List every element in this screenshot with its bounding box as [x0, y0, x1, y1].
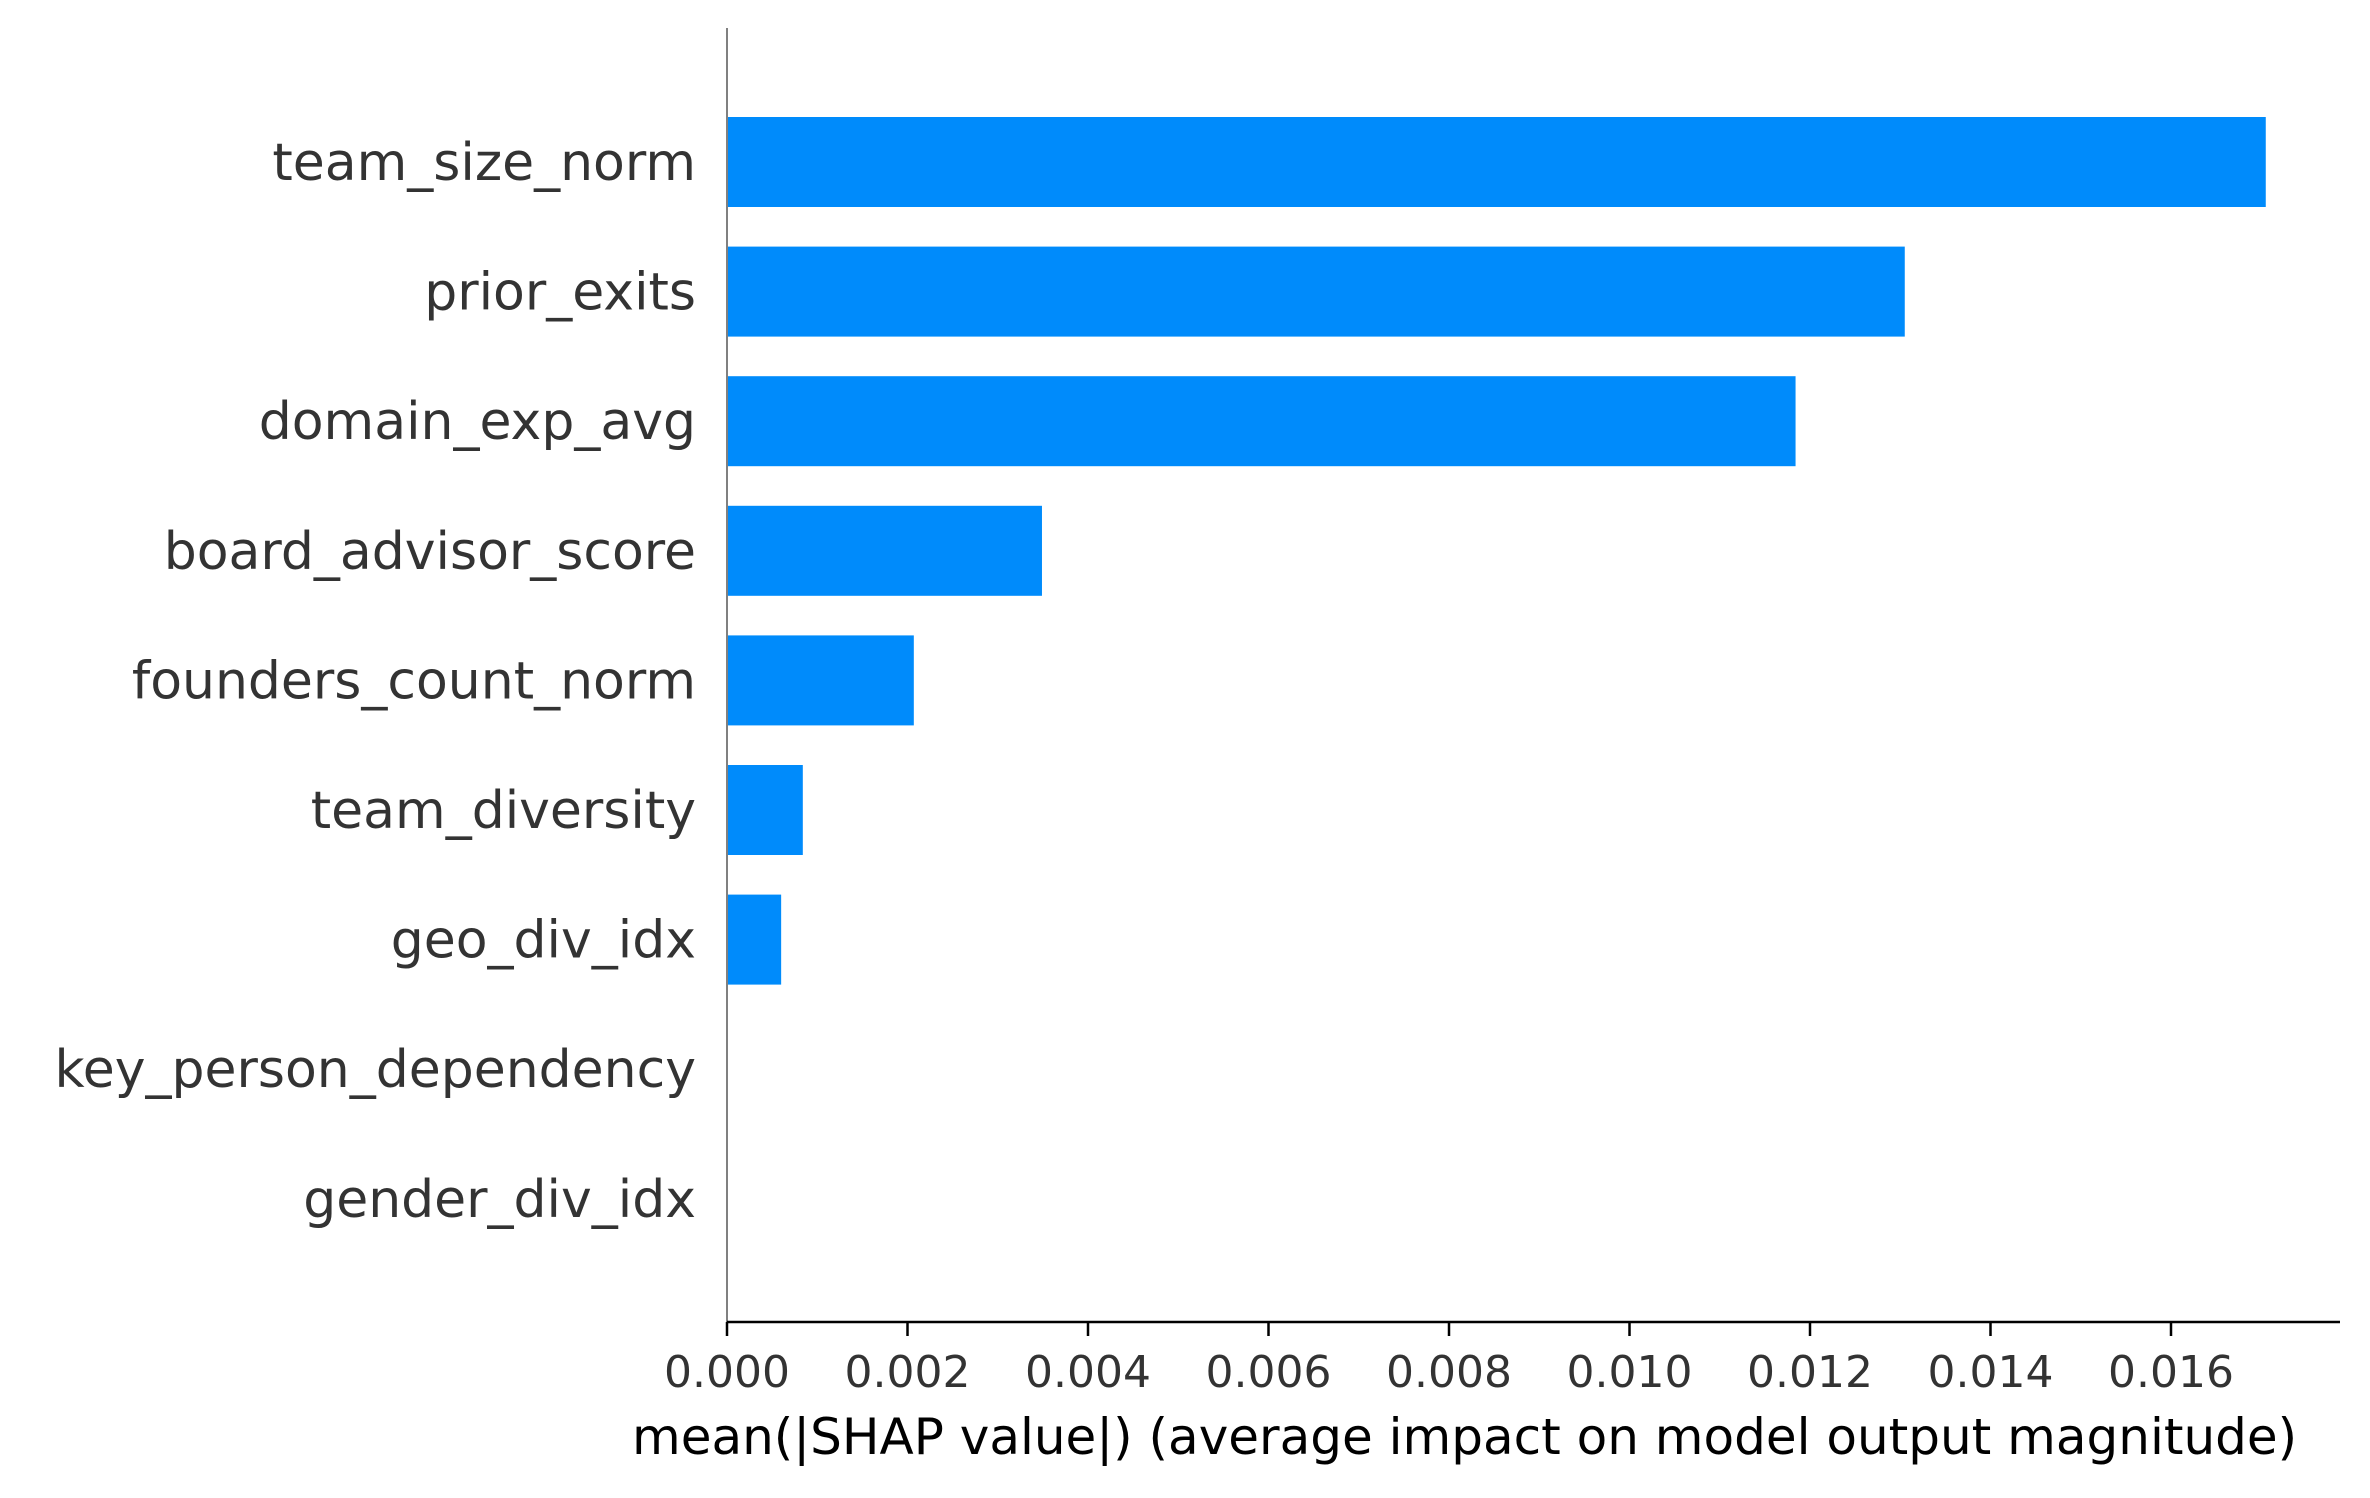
bar-team_diversity [727, 765, 803, 855]
x-tick-label: 0.010 [1567, 1347, 1693, 1398]
category-label-founders_count_norm: founders_count_norm [132, 651, 696, 711]
bar-team_size_norm [727, 117, 2266, 207]
category-label-prior_exits: prior_exits [424, 263, 696, 323]
x-tick-label: 0.002 [845, 1347, 971, 1398]
category-labels: team_size_norm prior_exits domain_exp_avgb… [54, 133, 696, 1230]
x-tick-label: 0.016 [2108, 1347, 2234, 1398]
x-tick-label: 0.004 [1025, 1347, 1151, 1398]
x-axis-title: mean(|SHAP value|) (average impact on mo… [632, 1408, 2297, 1466]
bar-geo_div_idx [727, 894, 782, 985]
category-label-team_size_norm: team_size_norm [272, 133, 696, 193]
category-label-geo_div_idx: geo_div_idx [391, 911, 696, 971]
x-tick-label: 0.006 [1206, 1347, 1332, 1398]
bar-prior_exits [727, 246, 1905, 337]
bars-group [727, 117, 2266, 985]
x-tick-label: 0.008 [1386, 1347, 1512, 1398]
category-label-team_diversity: team_diversity [311, 781, 696, 841]
bar-board_advisor_score [727, 505, 1042, 596]
category-label-gender_div_idx: gender_div_idx [303, 1170, 696, 1230]
x-tick-label: 0.012 [1747, 1347, 1873, 1398]
x-tick-label: 0.014 [1928, 1347, 2054, 1398]
category-label-board_advisor_score: board_advisor_score [164, 522, 696, 582]
x-tick-label: 0.000 [664, 1347, 790, 1398]
category-label-key_person_dependency: key_person_dependency [54, 1040, 696, 1100]
x-axis-ticks: 0.000 0.002 0.004 0.006 0.008 0.010 0.012 0.014… [664, 1322, 2234, 1398]
bar-founders_count_norm [727, 635, 914, 726]
bar-domain_exp_avg [727, 376, 1796, 467]
category-label-domain_exp_avg: domain_exp_avg [259, 392, 696, 452]
